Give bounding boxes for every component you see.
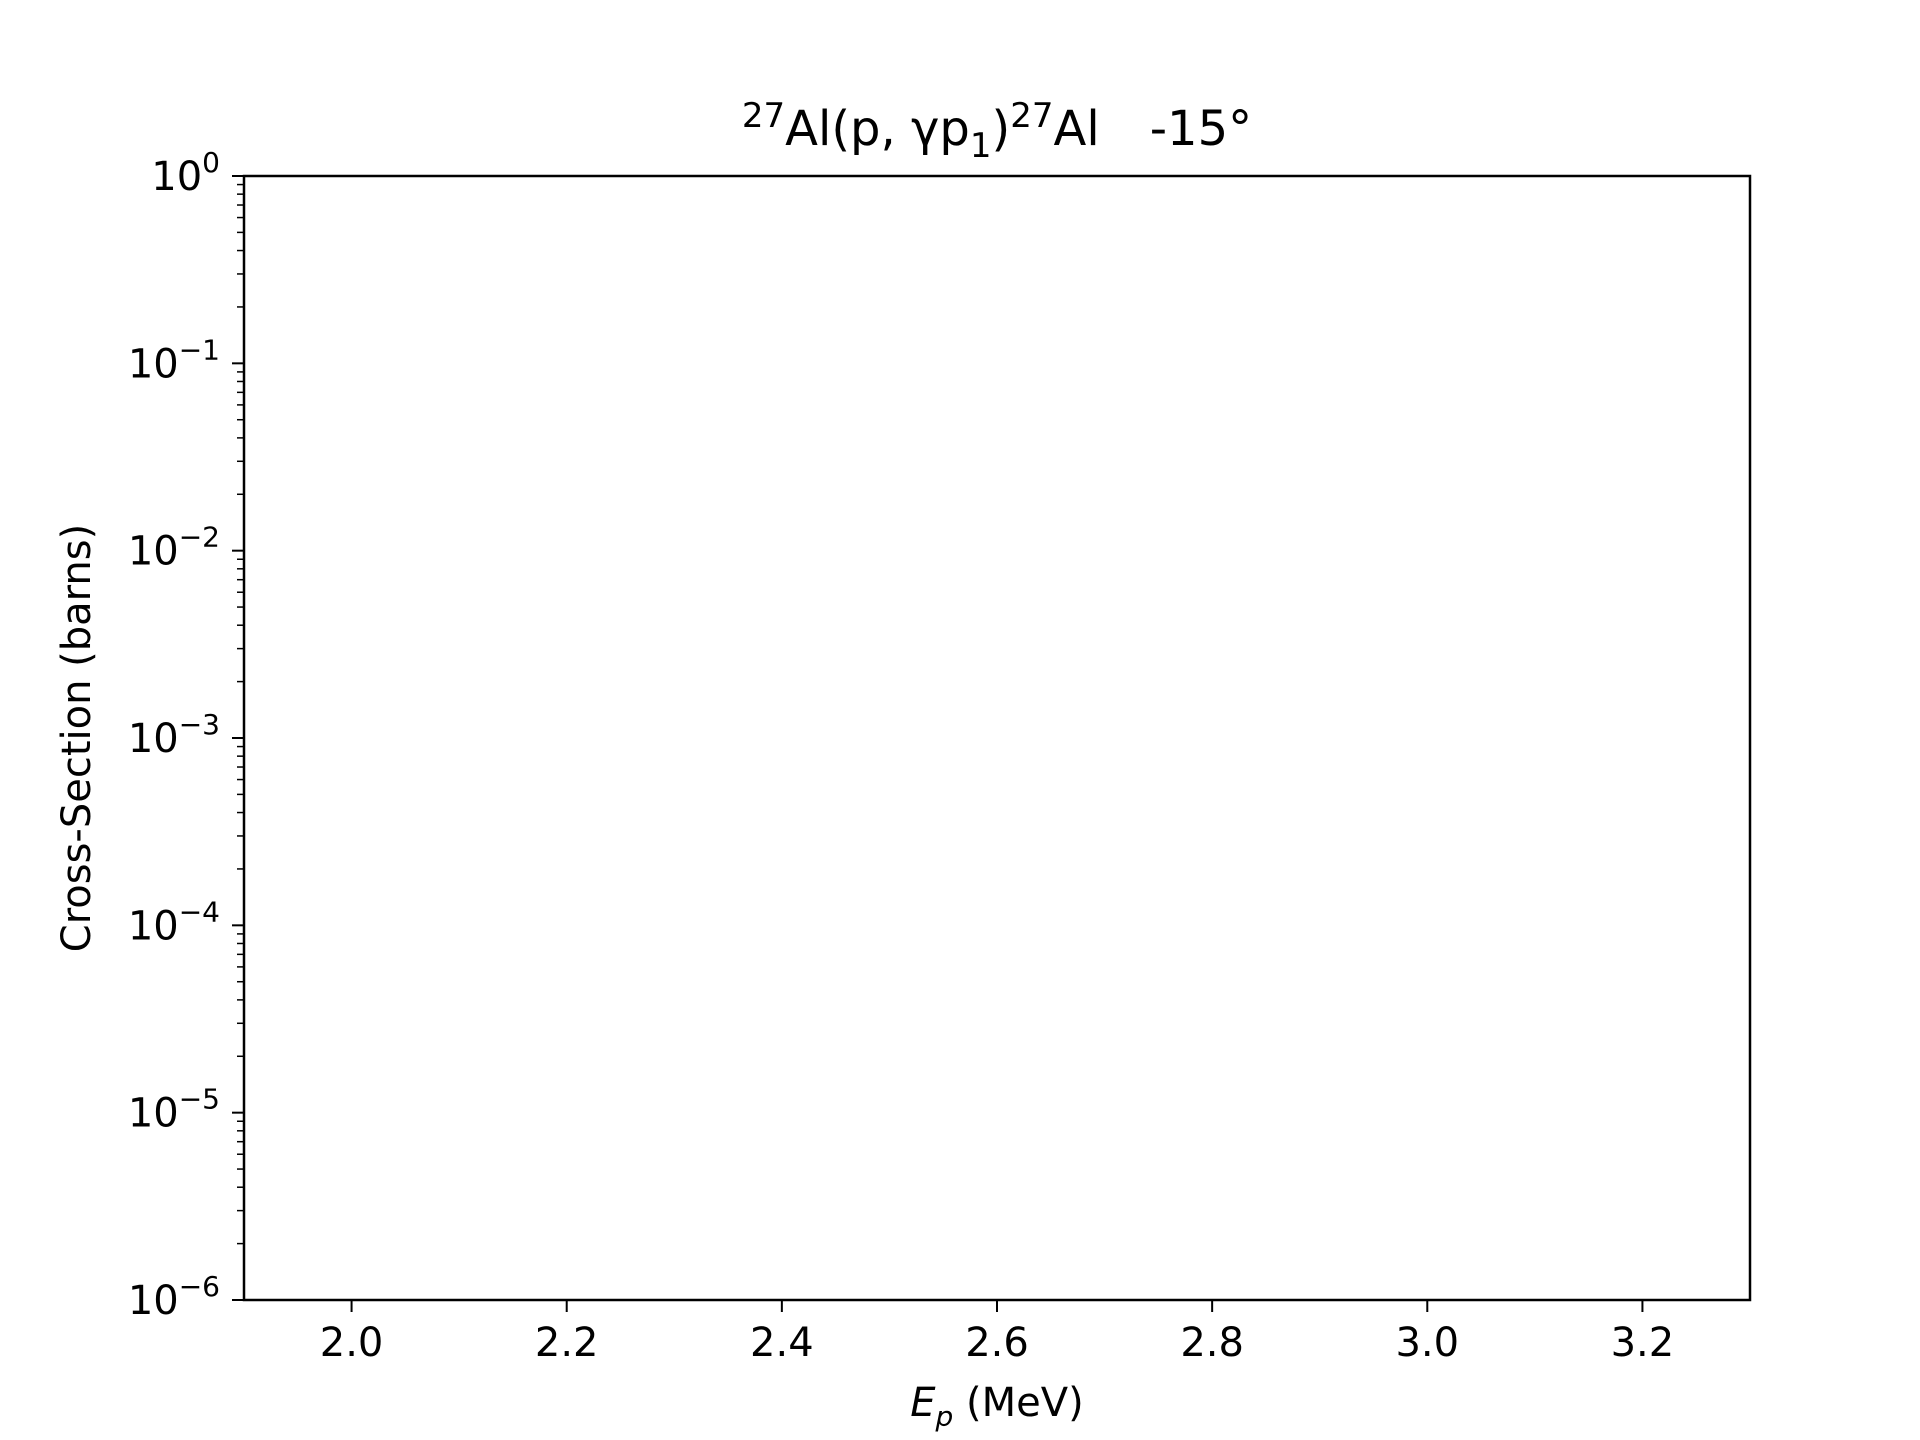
- title-mass-number-1: 27: [742, 96, 785, 136]
- y-tick-label-exponent: −6: [179, 1270, 220, 1303]
- y-tick-label-exponent: −3: [179, 708, 220, 741]
- y-tick-label-exponent: −2: [179, 521, 220, 554]
- x-tick-label: 3.2: [1611, 1320, 1675, 1366]
- title-angle: -15°: [1150, 101, 1252, 157]
- y-tick-label-base: 10: [128, 529, 179, 575]
- y-tick-label: 10−6: [128, 1270, 220, 1324]
- title-reaction: Al(p, γp: [785, 101, 970, 157]
- y-tick-label: 10−3: [128, 708, 220, 762]
- y-tick-label: 10−5: [128, 1083, 220, 1137]
- x-tick-label: 2.2: [535, 1320, 599, 1366]
- y-tick-label-exponent: 0: [202, 146, 220, 179]
- x-axis-label: Ep (MeV): [910, 1380, 1083, 1433]
- y-tick-label: 10−2: [128, 521, 220, 575]
- x-tick-label: 2.8: [1180, 1320, 1244, 1366]
- x-tick-label: 3.0: [1395, 1320, 1459, 1366]
- x-axis-label-unit: (MeV): [953, 1380, 1083, 1426]
- y-tick-label-base: 10: [128, 341, 179, 387]
- x-axis-label-subscript: p: [935, 1400, 954, 1433]
- y-tick-label-base: 10: [128, 716, 179, 762]
- title-product: Al: [1054, 101, 1100, 157]
- x-tick-label: 2.4: [750, 1320, 814, 1366]
- plot-area: [242, 174, 1752, 1302]
- y-tick-label-base: 10: [151, 154, 202, 200]
- x-tick-label: 2.6: [965, 1320, 1029, 1366]
- y-tick-label: 10−1: [128, 333, 220, 387]
- x-axis-ticks: 2.0 2.2 2.4 2.6 2.8 3.0 3.2: [320, 1300, 1674, 1366]
- y-tick-label: 100: [151, 146, 220, 200]
- y-tick-label-exponent: −4: [179, 895, 220, 928]
- y-tick-label-base: 10: [128, 1278, 179, 1324]
- y-tick-label-exponent: −5: [179, 1083, 220, 1116]
- title-mass-number-2: 27: [1010, 96, 1053, 136]
- title-subscript: 1: [970, 126, 992, 166]
- y-tick-label-base: 10: [128, 903, 179, 949]
- x-tick-label: 2.0: [320, 1320, 384, 1366]
- y-tick-label-base: 10: [128, 1091, 179, 1137]
- y-tick-label: 10−4: [128, 895, 220, 949]
- title-close: ): [992, 101, 1011, 157]
- chart-title: 27Al(p, γp1)27Al -15°: [742, 96, 1252, 166]
- y-tick-label-exponent: −1: [179, 333, 220, 366]
- x-axis-label-symbol: E: [910, 1380, 936, 1426]
- y-axis-label: Cross-Section (barns): [54, 524, 100, 952]
- plot-frame: [242, 174, 1752, 1302]
